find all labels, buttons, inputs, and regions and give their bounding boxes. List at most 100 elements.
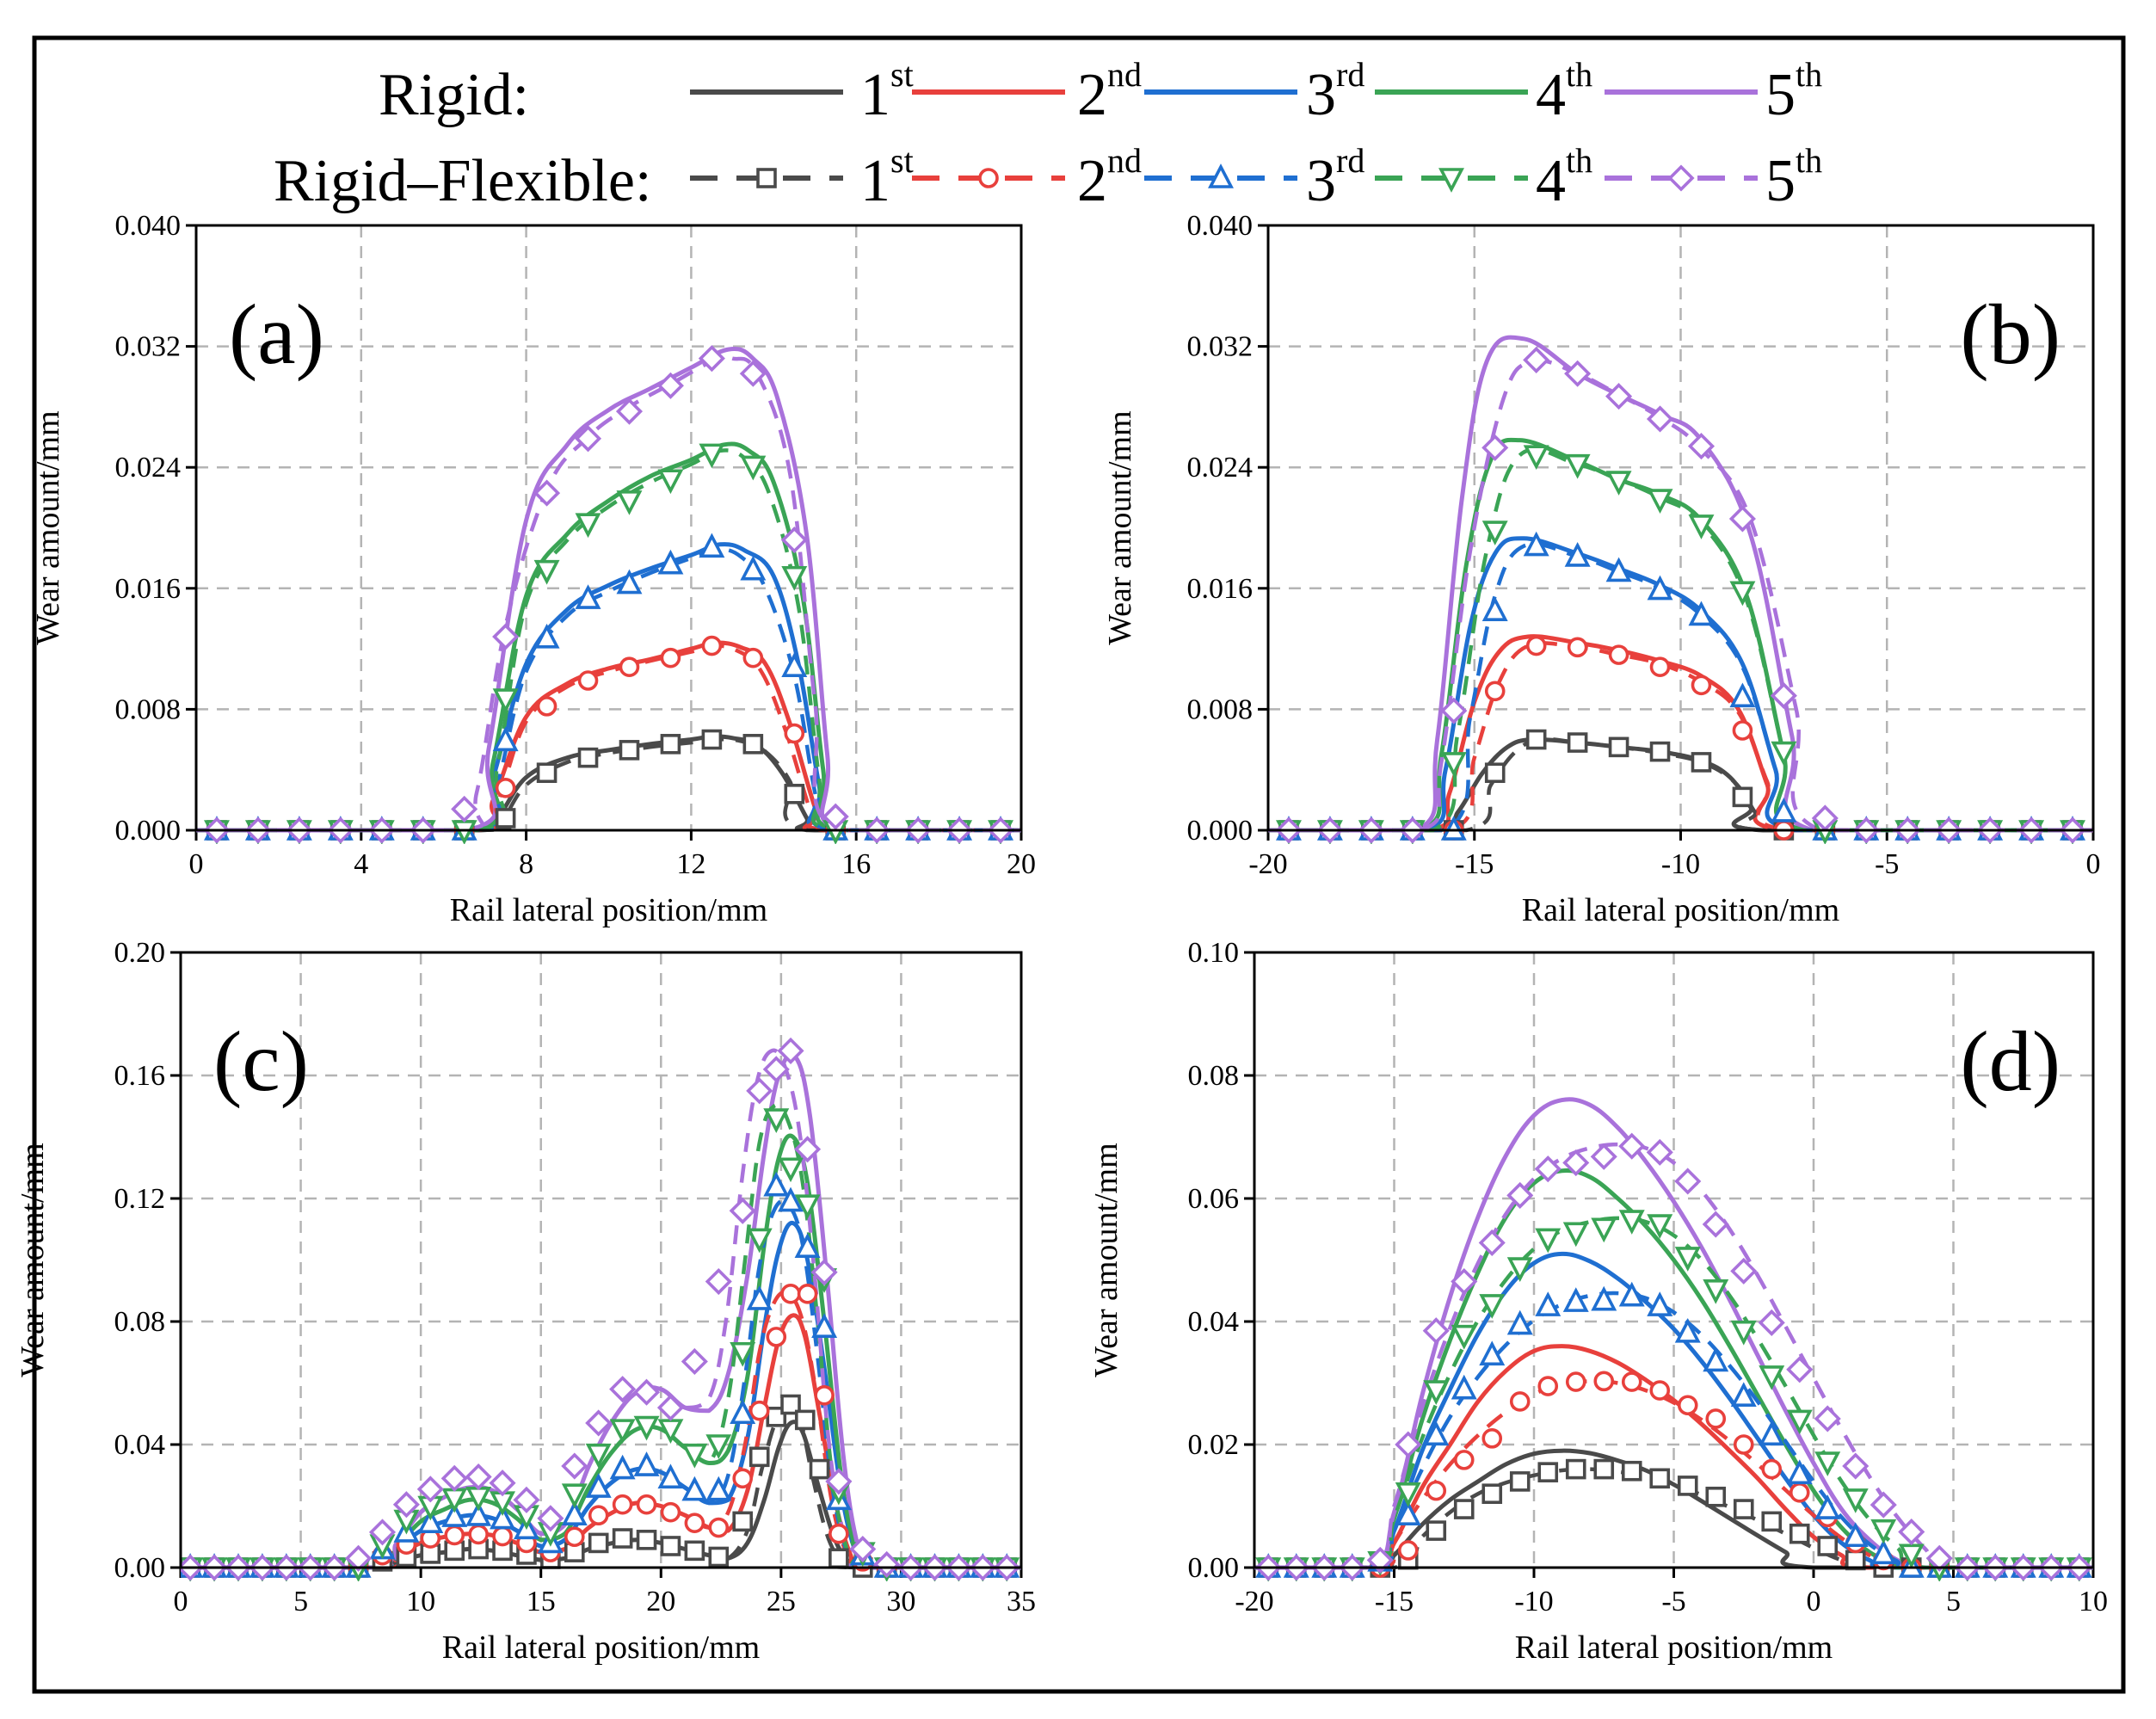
- panel-b-flexible-point-1st-7: [1567, 732, 1588, 753]
- legend-flexible-marker-5th: [1667, 164, 1695, 192]
- legend-flexible-label: Rigid–Flexible:: [274, 148, 651, 214]
- panel-b-flexible-point-1st-10: [1691, 752, 1712, 773]
- panel-d-flexible-point-4th-9: [1506, 1257, 1533, 1282]
- panel-c-flexible-point-5th-21: [681, 1347, 708, 1376]
- panel-d-flexible-point-4th-18: [1759, 1365, 1785, 1390]
- panel-a-flexible-point-5th-10: [615, 397, 644, 425]
- legend-flexible-order-4th: 4: [1536, 148, 1566, 214]
- panel-a-flexible-point-3rd-8: [533, 623, 560, 649]
- panel-a-flexible-line-5th: [196, 354, 1021, 833]
- legend-flexible-marker-1st: [756, 168, 777, 188]
- panel-c-frame: [179, 951, 1023, 1569]
- panel-c-flexible-point-2nd-21: [684, 1513, 705, 1533]
- panel-d-flexible-point-3rd-19: [1786, 1459, 1813, 1485]
- panel-a-flexible-point-4th-7: [492, 688, 519, 713]
- panel-b-ylabel: Wear amount/mm: [1102, 410, 1138, 644]
- panel-c-flexible-point-1st-21: [684, 1540, 705, 1562]
- legend-flexible-sup-1st: st: [890, 141, 914, 180]
- panel-a-frame: [194, 224, 1023, 832]
- figure-border: [32, 35, 2126, 1694]
- panel-b-rigid-line-5th: [1268, 335, 2093, 833]
- panel-c-flexible-point-3rd-26: [778, 1186, 804, 1212]
- panel-d-flexible-point-3rd-14: [1647, 1291, 1673, 1316]
- legend: Rigid: Rigid–Flexible: 1 st1 st2 nd2 nd3 rd3 r…: [274, 55, 1822, 214]
- panel-a-flexible-point-3rd-10: [616, 569, 643, 595]
- panel-b-ytick-label-5: 0.040: [1187, 210, 1254, 242]
- panel-c-flexible-point-5th-30: [849, 1536, 877, 1563]
- panel-c-xtick-label-7: 35: [1007, 1586, 1036, 1617]
- panel-a-flexible-point-4th-10: [616, 490, 643, 515]
- panel-a-flexible-point-1st-11: [660, 734, 681, 755]
- panel-d-flexible-point-2nd-9: [1509, 1391, 1531, 1412]
- panel-c: 0 5 10 15 20 25 30 35 0.00 0.04 0.08 0.12 0.16 0.20 Ra…: [15, 937, 1036, 1666]
- panel-d-flexible-point-1st-19: [1789, 1523, 1810, 1544]
- panel-d-flexible-point-4th-13: [1618, 1210, 1645, 1235]
- panel-a-flexible-point-1st-7: [495, 808, 516, 829]
- panel-c-flexible-point-5th-31: [873, 1550, 901, 1578]
- panel-d-flexible-point-1st-8: [1481, 1483, 1503, 1504]
- panel-b-flexible-point-4th-11: [1729, 581, 1756, 607]
- panel-d-flexible-point-5th-7: [1451, 1267, 1478, 1296]
- panel-b-xtick-label-4: 0: [2086, 848, 2101, 880]
- panel-d-flexible-point-4th-5: [1395, 1482, 1421, 1507]
- panel-d-flexible-point-3rd-13: [1618, 1281, 1645, 1307]
- panel-d-flexible-point-5th-11: [1562, 1149, 1590, 1177]
- panel-b-flexible-point-4th-5: [1481, 521, 1508, 545]
- panel-a-flexible-point-4th-8: [533, 559, 560, 585]
- panel-d-flexible-point-4th-7: [1451, 1324, 1477, 1350]
- panel-c-flexible-point-5th-7: [345, 1544, 373, 1572]
- panel-c-xtick-label-6: 30: [886, 1586, 915, 1617]
- legend-rigid-order-3rd: 3: [1306, 62, 1336, 128]
- panel-d-flexible-point-3rd-11: [1562, 1287, 1589, 1312]
- panel-c-flexible-point-3rd-25: [763, 1171, 790, 1197]
- panel-c-rigid-line-4th: [181, 1133, 1021, 1570]
- panel-c-ytick-label-3: 0.12: [114, 1183, 166, 1215]
- panel-b-flexible-point-4th-10: [1688, 514, 1715, 539]
- panel-d-flexible-point-2nd-19: [1789, 1482, 1810, 1503]
- panel-d-xtick-label-5: 5: [1946, 1586, 1961, 1617]
- panel-c-ytick-label-0: 0.00: [114, 1552, 166, 1584]
- panel-b-flexible-point-4th-6: [1523, 445, 1549, 471]
- panel-a-flexible-point-3rd-14: [781, 652, 808, 677]
- panel-d-flexible-point-1st-7: [1453, 1499, 1475, 1519]
- panel-c-flexible-line-5th: [181, 1048, 1021, 1570]
- panel-b-flexible-point-4th-7: [1564, 453, 1591, 479]
- panel-c-flexible-point-5th-19: [632, 1378, 661, 1406]
- panel-c-flexible-point-1st-28: [809, 1458, 830, 1480]
- panel-d-flexible-point-4th-11: [1562, 1222, 1589, 1248]
- panel-c-flexible-point-2nd-22: [708, 1517, 730, 1538]
- panel-a-flexible-point-5th-13: [739, 360, 767, 387]
- legend-rigid-order-5th: 5: [1765, 62, 1796, 128]
- legend-flexible-order-5th: 5: [1765, 148, 1796, 214]
- panels: 0 4 8 12 16 200.0000.0080.0160.0240.0320.040R…: [15, 210, 2108, 1666]
- panel-b-flexible-point-2nd-9: [1649, 656, 1671, 677]
- panel-b: -20 -15 -10 -5 0 0.000 0.008 0.016 0.024 0.032 0.0…: [1102, 210, 2101, 928]
- panel-a-xtick-label-0: 0: [189, 848, 204, 880]
- panel-b-flexible-point-2nd-5: [1484, 681, 1506, 702]
- panel-d-flexible-point-3rd-22: [1870, 1539, 1897, 1565]
- panel-d-flexible-point-1st-9: [1509, 1471, 1531, 1492]
- panel-c-xtick-label-1: 5: [293, 1586, 308, 1617]
- panel-d-flexible-point-4th-17: [1730, 1320, 1757, 1346]
- panel-a-flexible-point-2nd-10: [619, 656, 640, 677]
- panel-c-flexible-point-5th-22: [705, 1267, 732, 1296]
- panel-a-flexible-line-4th: [196, 448, 1021, 833]
- panel-d-xtick-label-0: -20: [1235, 1586, 1273, 1617]
- panel-a-flexible-point-4th-14: [781, 565, 808, 591]
- panel-d-flexible-point-2nd-6: [1426, 1480, 1447, 1501]
- panel-c-flexible-point-4th-16: [561, 1483, 588, 1509]
- panel-b-flexible-point-5th-5: [1481, 434, 1509, 461]
- panel-a-ylabel: Wear amount/mm: [30, 410, 66, 644]
- panel-d-xtick-label-6: 10: [2079, 1586, 2108, 1617]
- panel-d-flexible-point-4th-8: [1479, 1294, 1506, 1319]
- legend-flexible-marker-2nd: [978, 168, 999, 188]
- panel-c-flexible-point-3rd-12: [465, 1501, 492, 1526]
- panel-c-flexible-point-3rd-21: [681, 1476, 708, 1501]
- panel-a-rigid-line-2nd: [196, 640, 1021, 833]
- panel-d-flexible-point-1st-18: [1761, 1511, 1783, 1532]
- panel-c-flexible-point-5th-11: [440, 1464, 468, 1492]
- panel-b-flexible-point-4th-9: [1647, 489, 1673, 514]
- panel-d-xtick-label-4: 0: [1807, 1586, 1821, 1617]
- panel-d-flexible-point-4th-14: [1647, 1214, 1673, 1239]
- panel-a-flexible-line-1st: [196, 737, 1021, 833]
